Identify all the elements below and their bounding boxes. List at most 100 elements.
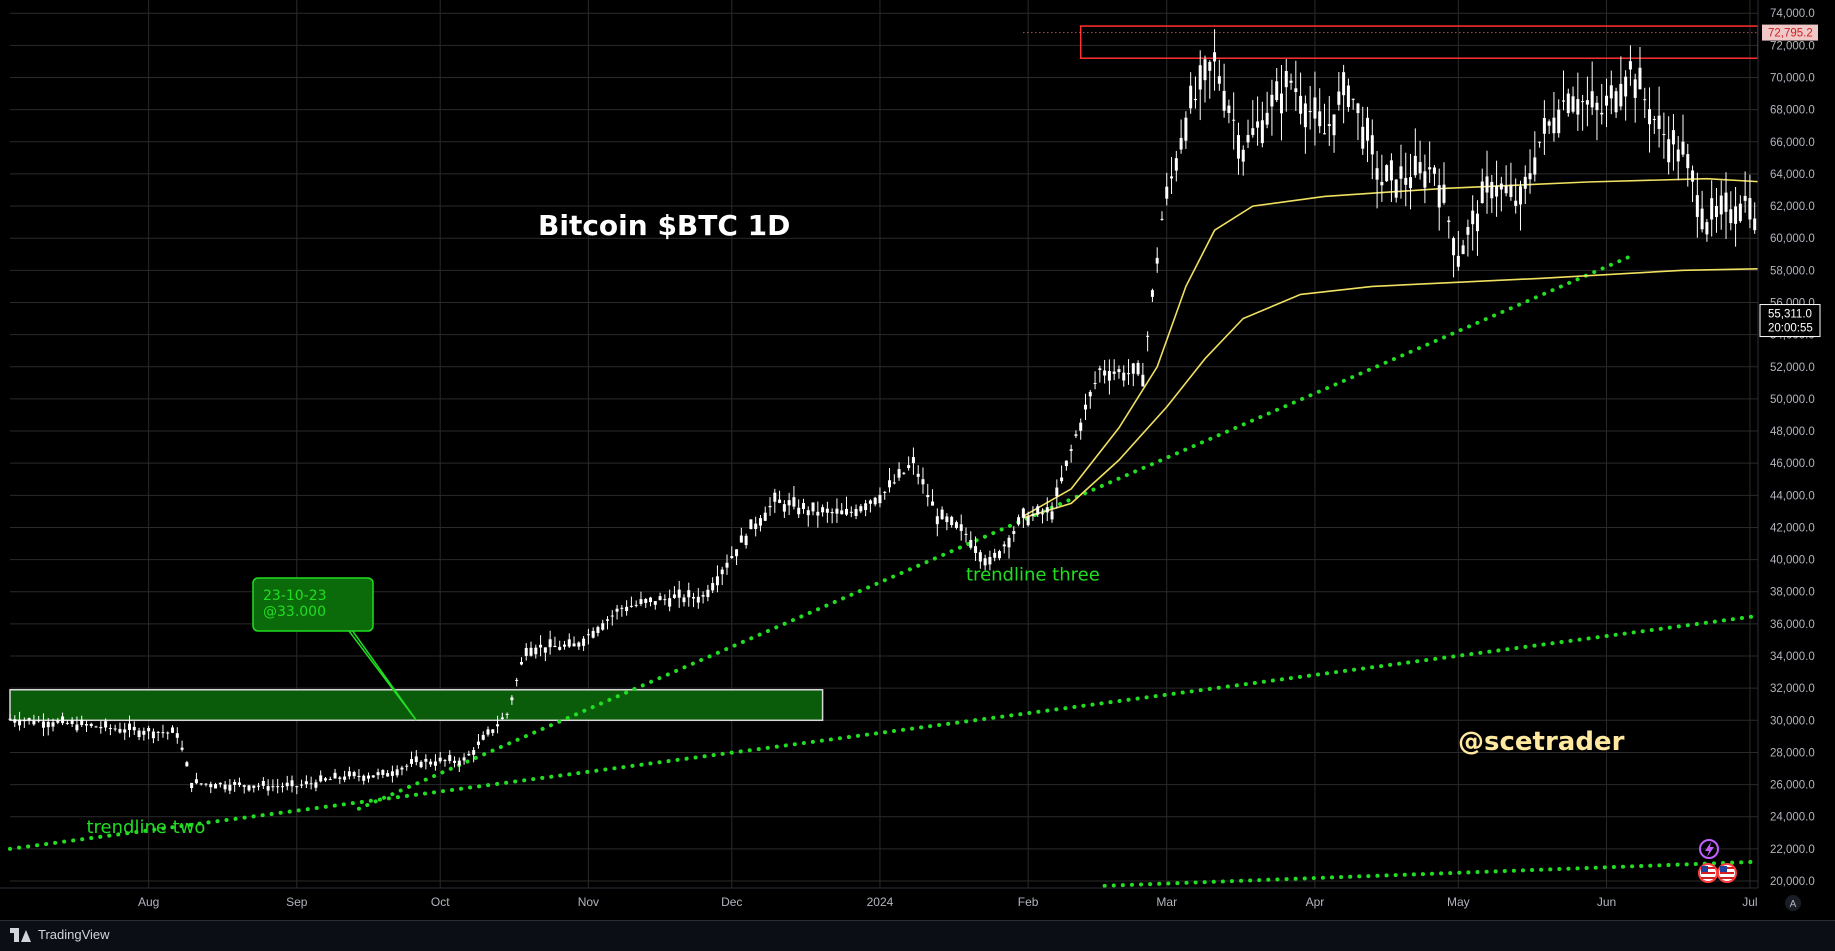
price-tick-label: 68,000.0 (1770, 105, 1815, 117)
candle-body (878, 494, 882, 504)
candle-body (362, 775, 366, 781)
candle-body (386, 773, 390, 777)
candle-body (424, 758, 428, 762)
candle-body (400, 767, 404, 770)
candle-body (1428, 167, 1432, 170)
candle-body (1643, 99, 1647, 101)
candle-body (472, 750, 476, 755)
candle-body (950, 516, 954, 526)
candle-body (892, 482, 896, 484)
candle-body (629, 605, 633, 607)
candle-body (1490, 181, 1494, 199)
candle-body (476, 741, 480, 745)
candle-body (1542, 118, 1546, 134)
candle-body (1170, 176, 1174, 179)
candle-body (1523, 176, 1527, 189)
candle-body (1590, 91, 1594, 108)
candle-body (180, 747, 184, 750)
price-tick-label: 70,000.0 (1770, 73, 1815, 85)
candle-body (128, 723, 131, 730)
candle-body (1624, 76, 1628, 97)
candle-body (1179, 137, 1183, 150)
candle-body (1260, 120, 1264, 144)
candle-body (104, 721, 108, 728)
candle-body (271, 786, 275, 788)
candle-body (1581, 101, 1585, 103)
candle-body (548, 639, 552, 648)
candle-body (524, 647, 528, 656)
candle-body (1389, 160, 1393, 181)
candle-body (902, 472, 906, 474)
candle-body (390, 771, 394, 776)
time-axis[interactable]: Aug Sep Oct Nov Dec 2024 Feb Mar Apr May Jun Jul (0, 887, 1835, 920)
candle-body (1174, 158, 1178, 171)
candle-body (1719, 195, 1723, 215)
candle-body (419, 761, 423, 768)
chart-labels: Bitcoin $BTC 1D @scetrader trendline two tr… (86, 209, 1624, 838)
candle-body (1117, 369, 1121, 373)
candle-body (266, 786, 270, 791)
tradingview-logo[interactable]: TradingView (10, 927, 110, 942)
candle-body (61, 716, 65, 724)
candle-body (94, 726, 98, 728)
candle-body (371, 775, 375, 778)
candle-body (1222, 90, 1226, 111)
candle-body (99, 726, 103, 729)
candle-body (1332, 114, 1336, 136)
candle-body (175, 733, 179, 738)
candle-body (1562, 100, 1565, 102)
candle-body (797, 507, 801, 515)
candle-body (553, 645, 557, 648)
candle-body (1686, 154, 1690, 169)
candle-body (606, 619, 609, 621)
candle-body (352, 772, 356, 777)
price-tick-label: 20,000.0 (1770, 876, 1815, 888)
time-tick-label: Sep (286, 895, 308, 909)
candle-body (1609, 85, 1613, 99)
time-tick-label: Jul (1742, 895, 1757, 909)
candle-body (467, 753, 471, 756)
candle-body (816, 511, 820, 516)
last-price-tag (1759, 304, 1821, 338)
candle-body (845, 508, 848, 515)
price-callout: 23-10-23@33.000 (252, 577, 417, 721)
candle-body (1122, 372, 1126, 381)
candle-body (529, 647, 533, 656)
candle-body (218, 782, 222, 785)
candle-body (806, 510, 810, 516)
candle-body (1705, 222, 1709, 235)
candle-body (395, 769, 399, 776)
candle-body (849, 511, 853, 513)
chart-canvas[interactable]: 23-10-23@33.000 Bitcoin $BTC 1D @scetrade… (0, 0, 1835, 920)
candle-body (692, 597, 696, 599)
candle-body (1648, 109, 1652, 125)
candle-body (1112, 371, 1116, 374)
candle-body (1681, 141, 1685, 155)
candle-body (610, 615, 614, 617)
candle-body (496, 724, 500, 727)
price-tick-label: 62,000.0 (1770, 201, 1815, 213)
candle-body (782, 504, 786, 512)
time-tick-label: Apr (1306, 895, 1325, 909)
candle-body (1399, 166, 1403, 179)
candle-body (185, 762, 189, 767)
candle-body (1351, 98, 1355, 100)
candle-body (410, 759, 414, 764)
candle-body (1471, 210, 1475, 225)
price-tick-label: 26,000.0 (1770, 780, 1815, 792)
candle-body (381, 770, 385, 775)
candle-body (137, 730, 141, 738)
candle-body (682, 597, 686, 603)
candle-body (1671, 130, 1675, 145)
price-axis[interactable]: 20,000.0 22,000.0 24,000.0 26,000.0 28,000.0… (1757, 0, 1835, 920)
candle-body (1012, 531, 1016, 534)
candle-body (252, 785, 256, 788)
price-tick-label: 24,000.0 (1770, 812, 1815, 824)
candle-body (615, 608, 619, 612)
candle-body (916, 473, 920, 477)
candle-body (1509, 184, 1513, 197)
resistance-price-tag (1762, 24, 1818, 41)
candle-body (1576, 99, 1580, 115)
candle-body (1136, 362, 1140, 375)
trendline-label: trendline two (86, 817, 205, 838)
